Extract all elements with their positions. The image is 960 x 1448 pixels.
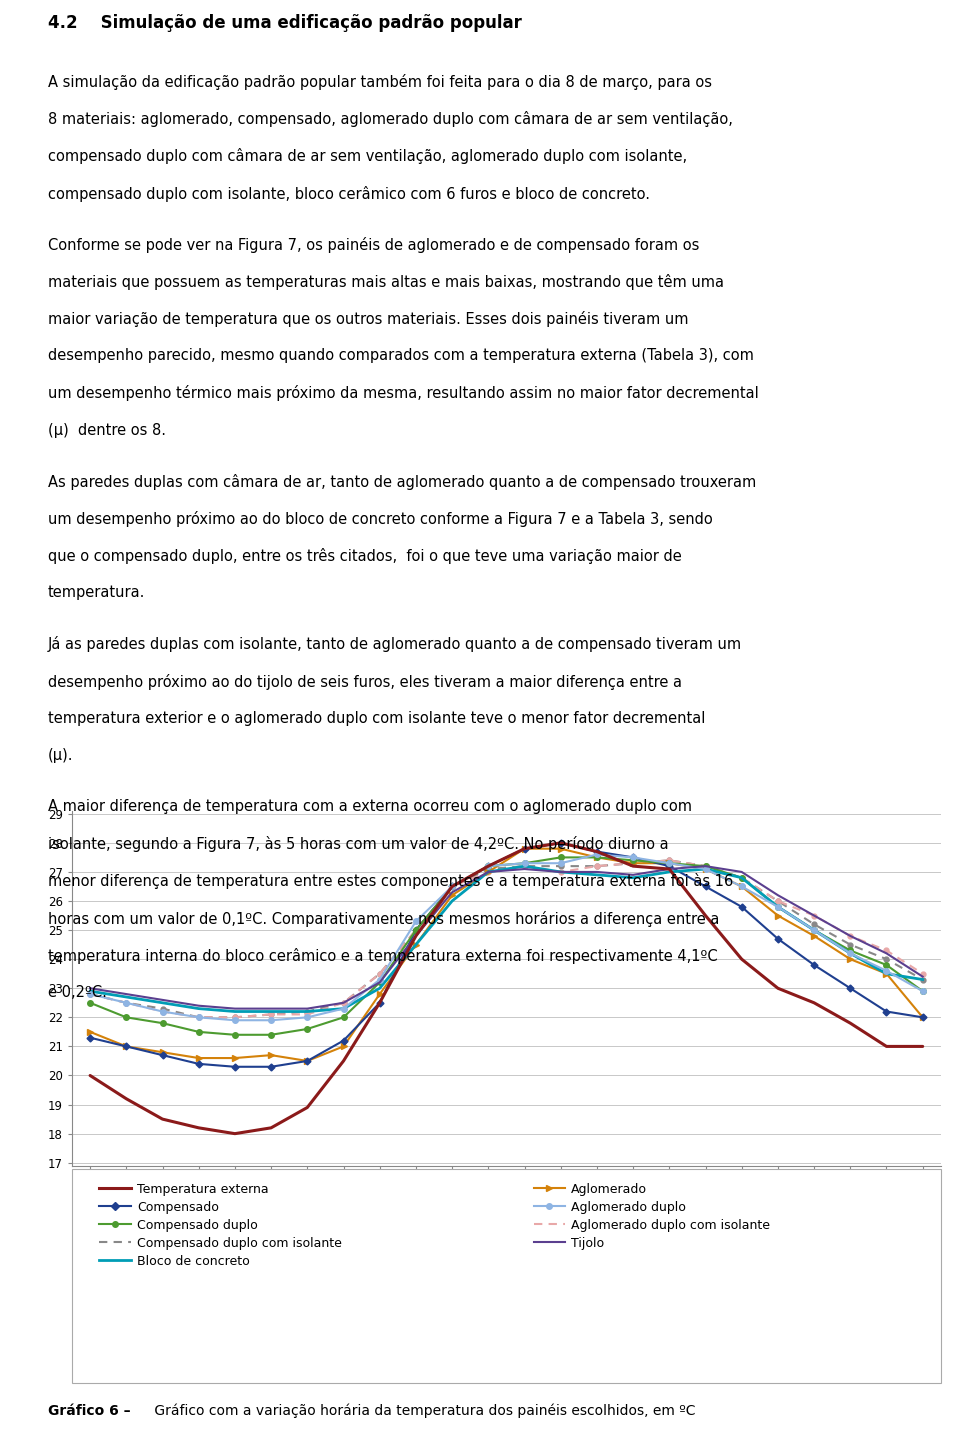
Text: Conforme se pode ver na Figura 7, os painéis de aglomerado e de compensado foram: Conforme se pode ver na Figura 7, os pai… (48, 236, 700, 252)
Text: Gráfico 6 –: Gráfico 6 – (48, 1405, 131, 1418)
Text: temperatura.: temperatura. (48, 585, 145, 601)
Text: (μ)  dentre os 8.: (μ) dentre os 8. (48, 423, 166, 437)
Text: um desempenho térmico mais próximo da mesma, resultando assim no maior fator dec: um desempenho térmico mais próximo da me… (48, 385, 758, 401)
Text: desempenho parecido, mesmo quando comparados com a temperatura externa (Tabela 3: desempenho parecido, mesmo quando compar… (48, 348, 754, 363)
Text: horas com um valor de 0,1ºC. Comparativamente nos mesmos horários a diferença en: horas com um valor de 0,1ºC. Comparativa… (48, 911, 719, 927)
Text: menor diferença de temperatura entre estes componentes e a temperatura externa f: menor diferença de temperatura entre est… (48, 873, 733, 889)
FancyBboxPatch shape (72, 1169, 941, 1383)
Text: Gráfico com a variação horária da temperatura dos painéis escolhidos, em ºC: Gráfico com a variação horária da temper… (150, 1403, 695, 1419)
Text: isolante, segundo a Figura 7, às 5 horas com um valor de 4,2ºC. No período diurn: isolante, segundo a Figura 7, às 5 horas… (48, 837, 668, 853)
Text: (μ).: (μ). (48, 749, 74, 763)
Text: um desempenho próximo ao do bloco de concreto conforme a Figura 7 e a Tabela 3, : um desempenho próximo ao do bloco de con… (48, 511, 712, 527)
Text: 8 materiais: aglomerado, compensado, aglomerado duplo com câmara de ar sem venti: 8 materiais: aglomerado, compensado, agl… (48, 111, 732, 127)
Text: e 0,2ºC.: e 0,2ºC. (48, 985, 107, 1001)
Text: temperatura interna do bloco cerâmico e a temperatura externa foi respectivament: temperatura interna do bloco cerâmico e … (48, 948, 718, 964)
Legend: Aglomerado, Aglomerado duplo, Aglomerado duplo com isolante, Tijolo: Aglomerado, Aglomerado duplo, Aglomerado… (530, 1179, 774, 1254)
Text: que o compensado duplo, entre os três citados,  foi o que teve uma variação maio: que o compensado duplo, entre os três ci… (48, 549, 682, 565)
Text: 4.2    Simulação de uma edificação padrão popular: 4.2 Simulação de uma edificação padrão p… (48, 14, 522, 32)
Text: maior variação de temperatura que os outros materiais. Esses dois painéis tivera: maior variação de temperatura que os out… (48, 311, 688, 327)
Text: A maior diferença de temperatura com a externa ocorreu com o aglomerado duplo co: A maior diferença de temperatura com a e… (48, 799, 692, 814)
Text: compensado duplo com isolante, bloco cerâmico com 6 furos e bloco de concreto.: compensado duplo com isolante, bloco cer… (48, 185, 650, 201)
Text: Já as paredes duplas com isolante, tanto de aglomerado quanto a de compensado ti: Já as paredes duplas com isolante, tanto… (48, 636, 742, 653)
Text: desempenho próximo ao do tijolo de seis furos, eles tiveram a maior diferença en: desempenho próximo ao do tijolo de seis … (48, 673, 682, 689)
Text: As paredes duplas com câmara de ar, tanto de aglomerado quanto a de compensado t: As paredes duplas com câmara de ar, tant… (48, 473, 756, 489)
Text: temperatura exterior e o aglomerado duplo com isolante teve o menor fator decrem: temperatura exterior e o aglomerado dupl… (48, 711, 706, 725)
Text: A simulação da edificação padrão popular também foi feita para o dia 8 de março,: A simulação da edificação padrão popular… (48, 74, 712, 90)
Text: materiais que possuem as temperaturas mais altas e mais baixas, mostrando que tê: materiais que possuem as temperaturas ma… (48, 274, 724, 290)
Text: compensado duplo com câmara de ar sem ventilação, aglomerado duplo com isolante,: compensado duplo com câmara de ar sem ve… (48, 148, 687, 164)
